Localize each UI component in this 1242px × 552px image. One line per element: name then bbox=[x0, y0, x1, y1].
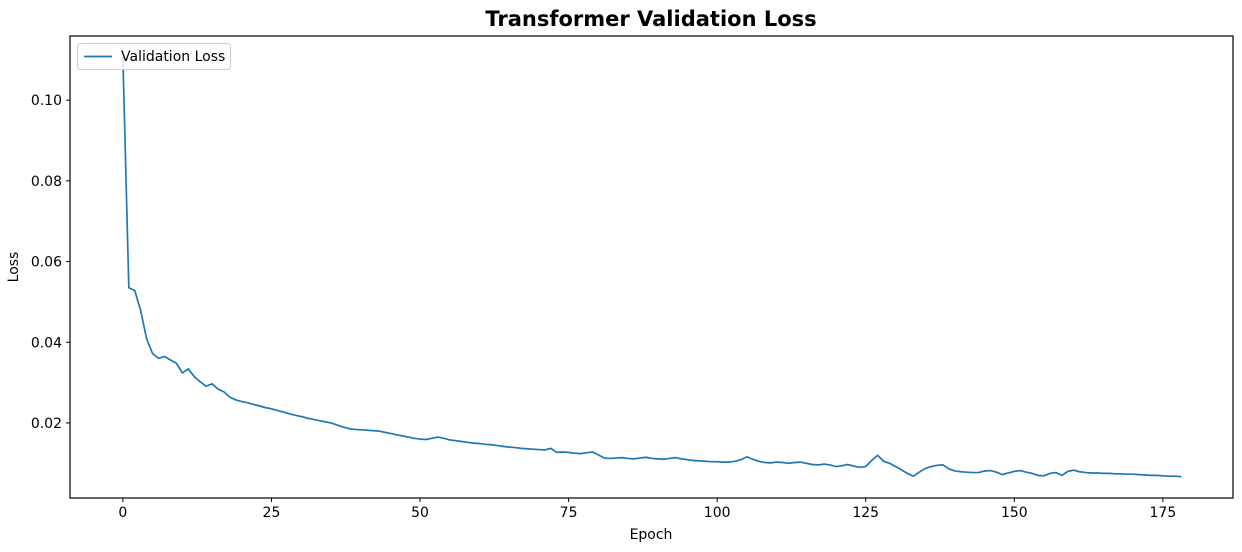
y-tick-label: 0.08 bbox=[31, 174, 62, 190]
legend-entry-label: Validation Loss bbox=[121, 49, 225, 65]
legend: Validation Loss bbox=[77, 43, 231, 70]
x-tick-label: 0 bbox=[118, 505, 127, 521]
x-tick-label: 25 bbox=[263, 505, 281, 521]
x-tick-label: 100 bbox=[704, 505, 731, 521]
y-tick-label: 0.04 bbox=[31, 335, 62, 351]
x-tick-label: 150 bbox=[1001, 505, 1028, 521]
x-tick-label: 125 bbox=[852, 505, 879, 521]
y-tick-label: 0.10 bbox=[31, 93, 62, 109]
plot-area-border bbox=[69, 35, 1234, 499]
chart-title: Transformer Validation Loss bbox=[485, 7, 816, 31]
axis-ticks: 0 25 50 75 100 125 150 175 0.02 0.04 0.06 0.08 0.10 bbox=[31, 93, 1176, 521]
legend-box bbox=[77, 43, 231, 70]
plot-series bbox=[122, 56, 1182, 478]
x-tick-label: 175 bbox=[1150, 505, 1177, 521]
x-tick-label: 75 bbox=[560, 505, 578, 521]
y-tick-label: 0.02 bbox=[31, 416, 62, 432]
y-tick-label: 0.06 bbox=[31, 255, 62, 271]
x-axis-label: Epoch bbox=[630, 527, 673, 543]
loss-line bbox=[122, 56, 1182, 478]
x-tick-label: 50 bbox=[411, 505, 429, 521]
y-axis-label: Loss bbox=[6, 252, 22, 283]
